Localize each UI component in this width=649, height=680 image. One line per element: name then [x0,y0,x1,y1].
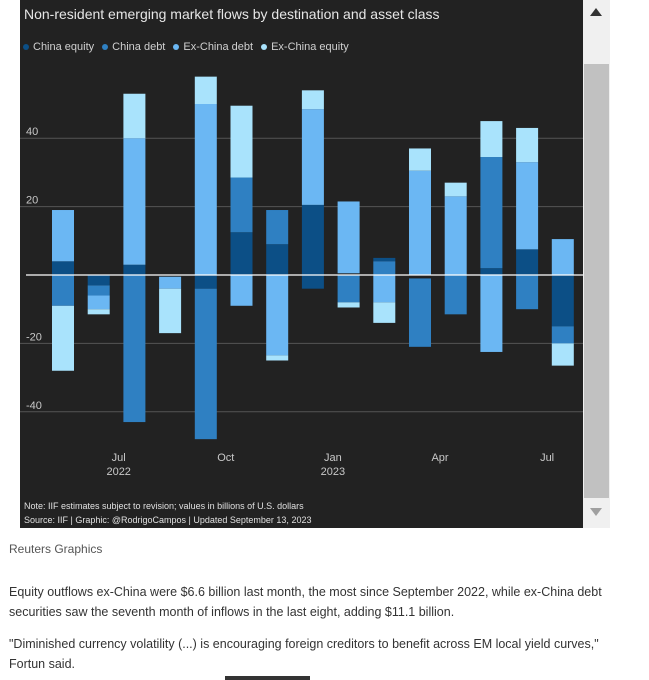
bar-segment-china-equity [194,275,217,289]
legend-swatch-ex-china-debt [173,44,180,50]
legend-item-ex-china-debt: Ex-China debt [173,41,253,53]
bar-segment-ex-china-equity [123,93,146,139]
bar-segment-ex-china-debt [337,201,360,274]
bar-segment-ex-china-equity [266,355,289,361]
bar-segment-china-debt [266,210,289,245]
bar-segment-ex-china-debt [194,104,217,275]
bar-segment-china-debt [409,278,431,347]
article-paragraph: "Diminished currency volatility (...) is… [9,637,599,671]
x-tick-label: Jan [324,452,342,464]
legend-label-ex-china-equity: Ex-China equity [271,41,349,53]
y-tick-label: 20 [26,195,38,207]
bar-segment-china-debt [444,275,467,315]
chart-panel: 40 20 -20 -40 Jul 2022 Oct Jan 2023 Apr Jul Non-re… [20,0,583,528]
bar-segment-ex-china-debt [516,162,539,250]
bar-segment-ex-china-equity [87,309,110,315]
scrollbar[interactable] [583,0,610,528]
bar-segment-ex-china-equity [444,182,467,197]
bar-segment-china-equity [373,257,396,262]
bar-segment-ex-china-debt [230,275,253,306]
bar-segment-china-equity [87,275,110,286]
graphic-caption: Reuters Graphics [9,542,103,556]
legend-swatch-china-equity [23,44,29,50]
bar-segment-ex-china-equity [480,121,503,158]
bar-segment-ex-china-equity [194,76,217,104]
bar-segment-china-equity [52,261,74,275]
chart-title: Non-resident emerging market flows by de… [24,6,440,22]
bar-segment-ex-china-debt [409,170,431,275]
bar-segment-ex-china-equity [373,302,396,323]
y-tick-label: 40 [26,126,38,138]
bar-segment-china-debt [194,288,217,440]
scroll-thumb[interactable] [584,64,609,498]
bar-segment-ex-china-debt [444,196,467,275]
bar-segment-ex-china-debt [551,239,574,275]
bar-segment-china-debt [337,275,360,303]
bar-segment-china-equity [551,275,574,327]
bar-segment-china-equity [301,275,324,289]
legend-label-ex-china-debt: Ex-China debt [183,41,254,53]
x-tick-label: Oct [217,452,234,464]
bar-segment-ex-china-debt [266,275,289,356]
legend-swatch-ex-china-equity [261,44,268,50]
bar-segment-ex-china-debt [480,275,503,352]
chart-plot: 40 20 -20 -40 Jul 2022 Oct Jan 2023 Apr Jul [20,76,583,478]
bar-segment-china-equity [480,268,503,275]
bar-segment-ex-china-debt [373,275,396,303]
bar-segment-china-equity [266,244,289,275]
bar-segment-china-debt [230,177,253,233]
bar-segment-ex-china-equity [516,127,539,163]
bar-segment-ex-china-debt [87,295,110,310]
legend-label-china-equity: China equity [33,41,95,53]
y-tick-label: -20 [26,331,42,343]
bar-segment-china-debt [87,285,110,296]
bar-segment-ex-china-debt [159,276,182,289]
bar-segment-china-equity [516,249,539,275]
bar-segment-china-debt [123,275,146,423]
bar-segment-ex-china-equity [159,288,182,334]
bar-segment-china-debt [516,275,539,310]
legend-item-ex-china-equity: Ex-China equity [261,41,349,53]
bar-segment-ex-china-debt [301,109,324,205]
x-tick-year-label: 2022 [106,466,130,478]
legend-item-china-equity: China equity [23,41,94,53]
bar-segment-ex-china-equity [301,90,324,110]
bar-segment-china-equity [301,204,324,275]
bar-segment-china-equity [230,232,253,275]
bottom-divider [225,676,310,680]
x-tick-label: Apr [431,452,448,464]
scroll-up-arrow-icon[interactable] [590,8,602,16]
chart-note: Note: IIF estimates subject to revision;… [24,499,311,527]
legend-label-china-debt: China debt [112,41,166,53]
bar-segment-china-equity [123,264,146,275]
x-tick-year-label: 2023 [321,466,345,478]
bar-segment-ex-china-equity [551,343,574,366]
bar-segment-ex-china-debt [123,138,146,265]
bar-segment-ex-china-debt [52,210,74,262]
scroll-down-arrow-icon[interactable] [590,508,602,516]
bar-segment-ex-china-equity [337,302,360,308]
chart-note-text: Note: IIF estimates subject to revision;… [24,501,304,511]
bar-segment-china-debt [52,275,74,306]
bar-segment-ex-china-equity [409,148,431,171]
article-paragraph: Equity outflows ex-China were $6.6 billi… [9,585,602,619]
chart-source-text: Source: IIF | Graphic: @RodrigoCampos | … [24,515,312,525]
x-tick-label: Jul [112,452,126,464]
x-tick-label: Jul [540,452,554,464]
bar-segment-ex-china-equity [230,105,253,178]
chart-legend: China equity China debt Ex-China debt Ex… [23,41,349,53]
y-tick-label: -40 [26,400,42,412]
bar-segment-china-debt [373,261,396,275]
bar-segment-china-debt [551,326,574,344]
bar-segment-china-debt [480,157,503,269]
legend-item-china-debt: China debt [102,41,165,53]
bar-segment-ex-china-equity [52,305,74,371]
legend-swatch-china-debt [102,44,109,50]
